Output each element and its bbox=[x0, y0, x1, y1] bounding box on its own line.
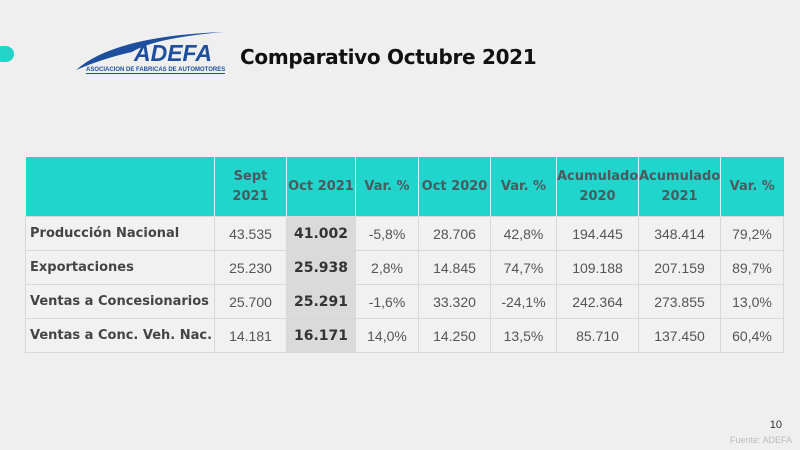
logo-subtitle: ASOCIACION DE FABRICAS DE AUTOMOTORES bbox=[86, 67, 226, 74]
table-cell: 25.230 bbox=[214, 250, 287, 285]
table-cell: 14.181 bbox=[214, 318, 287, 353]
column-header: Var. % bbox=[355, 157, 419, 217]
comparison-table: Sept 2021 Oct 2021 Var. % Oct 2020 Var. % Acu… bbox=[25, 157, 784, 353]
table-cell: 79,2% bbox=[720, 216, 784, 251]
table-cell: 2,8% bbox=[355, 250, 419, 285]
source-note: Fuente: ADEFA bbox=[729, 435, 792, 445]
column-header bbox=[25, 157, 215, 217]
column-header: Acumulado 2020 bbox=[556, 157, 639, 217]
table-cell: 42,8% bbox=[490, 216, 557, 251]
table-cell: -24,1% bbox=[490, 284, 557, 319]
table-row: Exportaciones 25.230 25.938 2,8% 14.845 74,7%… bbox=[25, 250, 784, 285]
logo-word: ADEFA bbox=[134, 40, 212, 66]
table-cell: 16.171 bbox=[286, 318, 356, 353]
table-row: Producción Nacional 43.535 41.002 -5,8% 28.7… bbox=[25, 216, 784, 251]
column-header: Var. % bbox=[490, 157, 557, 217]
table-cell: 74,7% bbox=[490, 250, 557, 285]
table-header-row: Sept 2021 Oct 2021 Var. % Oct 2020 Var. % Acu… bbox=[25, 157, 784, 217]
accent-pill bbox=[0, 46, 14, 62]
row-label: Ventas a Conc. Veh. Nac. bbox=[25, 318, 215, 353]
row-label: Exportaciones bbox=[25, 250, 215, 285]
table-cell: 13,5% bbox=[490, 318, 557, 353]
column-header: Acumulado 2021 bbox=[638, 157, 721, 217]
table-cell: 43.535 bbox=[214, 216, 287, 251]
column-header: Oct 2021 bbox=[286, 157, 356, 217]
table-row: Ventas a Conc. Veh. Nac. 14.181 16.171 14,0… bbox=[25, 318, 784, 353]
column-header: Sept 2021 bbox=[214, 157, 287, 217]
table-cell: 25.291 bbox=[286, 284, 356, 319]
table-cell: 25.938 bbox=[286, 250, 356, 285]
table-cell: -1,6% bbox=[355, 284, 419, 319]
table-cell: 14.250 bbox=[418, 318, 491, 353]
table-cell: 14.845 bbox=[418, 250, 491, 285]
table-cell: 273.855 bbox=[638, 284, 721, 319]
row-label: Ventas a Concesionarios bbox=[25, 284, 215, 319]
table-cell: 33.320 bbox=[418, 284, 491, 319]
table-cell: 14,0% bbox=[355, 318, 419, 353]
table-cell: 89,7% bbox=[720, 250, 784, 285]
page-number: 10 bbox=[769, 419, 782, 431]
table-cell: 13,0% bbox=[720, 284, 784, 319]
table-cell: 25.700 bbox=[214, 284, 287, 319]
table-cell: 41.002 bbox=[286, 216, 356, 251]
table-cell: -5,8% bbox=[355, 216, 419, 251]
table-cell: 194.445 bbox=[556, 216, 639, 251]
table-row: Ventas a Concesionarios 25.700 25.291 -1,6%… bbox=[25, 284, 784, 319]
row-label: Producción Nacional bbox=[25, 216, 215, 251]
adefa-logo: ADEFA ASOCIACION DE FABRICAS DE AUTOMOTO… bbox=[74, 28, 232, 78]
table-cell: 85.710 bbox=[556, 318, 639, 353]
logo-swoosh-icon bbox=[76, 32, 224, 70]
table-cell: 348.414 bbox=[638, 216, 721, 251]
table-cell: 109.188 bbox=[556, 250, 639, 285]
table-cell: 207.159 bbox=[638, 250, 721, 285]
column-header: Var. % bbox=[720, 157, 784, 217]
table-cell: 28.706 bbox=[418, 216, 491, 251]
table-cell: 242.364 bbox=[556, 284, 639, 319]
page-title: Comparativo Octubre 2021 bbox=[240, 45, 537, 69]
column-header: Oct 2020 bbox=[418, 157, 491, 217]
table-cell: 60,4% bbox=[720, 318, 784, 353]
table-cell: 137.450 bbox=[638, 318, 721, 353]
